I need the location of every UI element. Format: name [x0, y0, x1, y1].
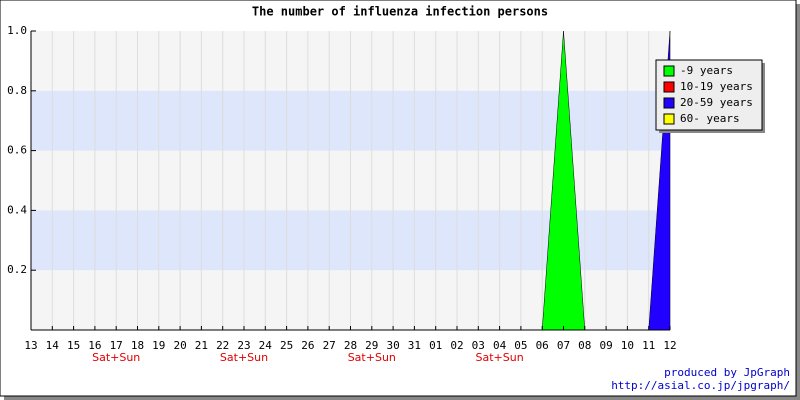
chart-title: The number of influenza infection person… — [252, 5, 548, 19]
y-tick-label: 0.4 — [7, 203, 27, 216]
x-tick-label: 26 — [301, 339, 314, 352]
x-tick-label: 04 — [493, 339, 507, 352]
x-tick-label: 05 — [514, 339, 527, 352]
x-tick-label: 24 — [259, 339, 273, 352]
y-tick-label: 0.2 — [7, 263, 27, 276]
footer: produced by JpGraph — [664, 366, 790, 379]
x-tick-label: 12 — [663, 339, 676, 352]
x-tick-label: 27 — [323, 339, 336, 352]
x-tick-label: 21 — [195, 339, 208, 352]
y-tick-label: 1.0 — [7, 24, 27, 37]
x-tick-label: 08 — [578, 339, 591, 352]
footer: http://asial.co.jp/jpgraph/ — [611, 379, 790, 392]
x-tick-label: 09 — [599, 339, 612, 352]
legend-swatch — [663, 65, 675, 77]
legend-label: 10-19 years — [680, 80, 753, 93]
x-sublabel: Sat+Sun — [476, 351, 524, 364]
x-tick-label: 17 — [110, 339, 123, 352]
x-sublabel: Sat+Sun — [220, 351, 268, 364]
x-tick-label: 02 — [450, 339, 463, 352]
x-tick-label: 14 — [46, 339, 60, 352]
x-tick-label: 06 — [536, 339, 549, 352]
legend-swatch — [663, 97, 675, 109]
x-tick-label: 10 — [621, 339, 634, 352]
x-tick-label: 25 — [280, 339, 293, 352]
legend-label: 60- years — [680, 112, 740, 125]
legend-swatch — [663, 113, 675, 125]
legend-label: -9 years — [680, 64, 733, 77]
x-tick-label: 13 — [24, 339, 37, 352]
x-tick-label: 03 — [472, 339, 485, 352]
y-tick-label: 0.6 — [7, 144, 27, 157]
x-tick-label: 19 — [152, 339, 165, 352]
x-tick-label: 11 — [642, 339, 655, 352]
x-tick-label: 30 — [386, 339, 399, 352]
legend-swatch — [663, 81, 675, 93]
x-tick-label: 07 — [557, 339, 570, 352]
x-sublabel: Sat+Sun — [348, 351, 396, 364]
x-tick-label: 31 — [408, 339, 421, 352]
x-tick-label: 23 — [237, 339, 250, 352]
x-tick-label: 15 — [67, 339, 80, 352]
x-tick-label: 16 — [88, 339, 101, 352]
x-tick-label: 22 — [216, 339, 229, 352]
x-tick-label: 28 — [344, 339, 357, 352]
x-sublabel: Sat+Sun — [92, 351, 140, 364]
legend-label: 20-59 years — [680, 96, 753, 109]
y-tick-label: 0.8 — [7, 84, 27, 97]
x-tick-label: 18 — [131, 339, 144, 352]
x-tick-label: 29 — [365, 339, 378, 352]
x-tick-label: 20 — [173, 339, 186, 352]
x-tick-label: 01 — [429, 339, 442, 352]
